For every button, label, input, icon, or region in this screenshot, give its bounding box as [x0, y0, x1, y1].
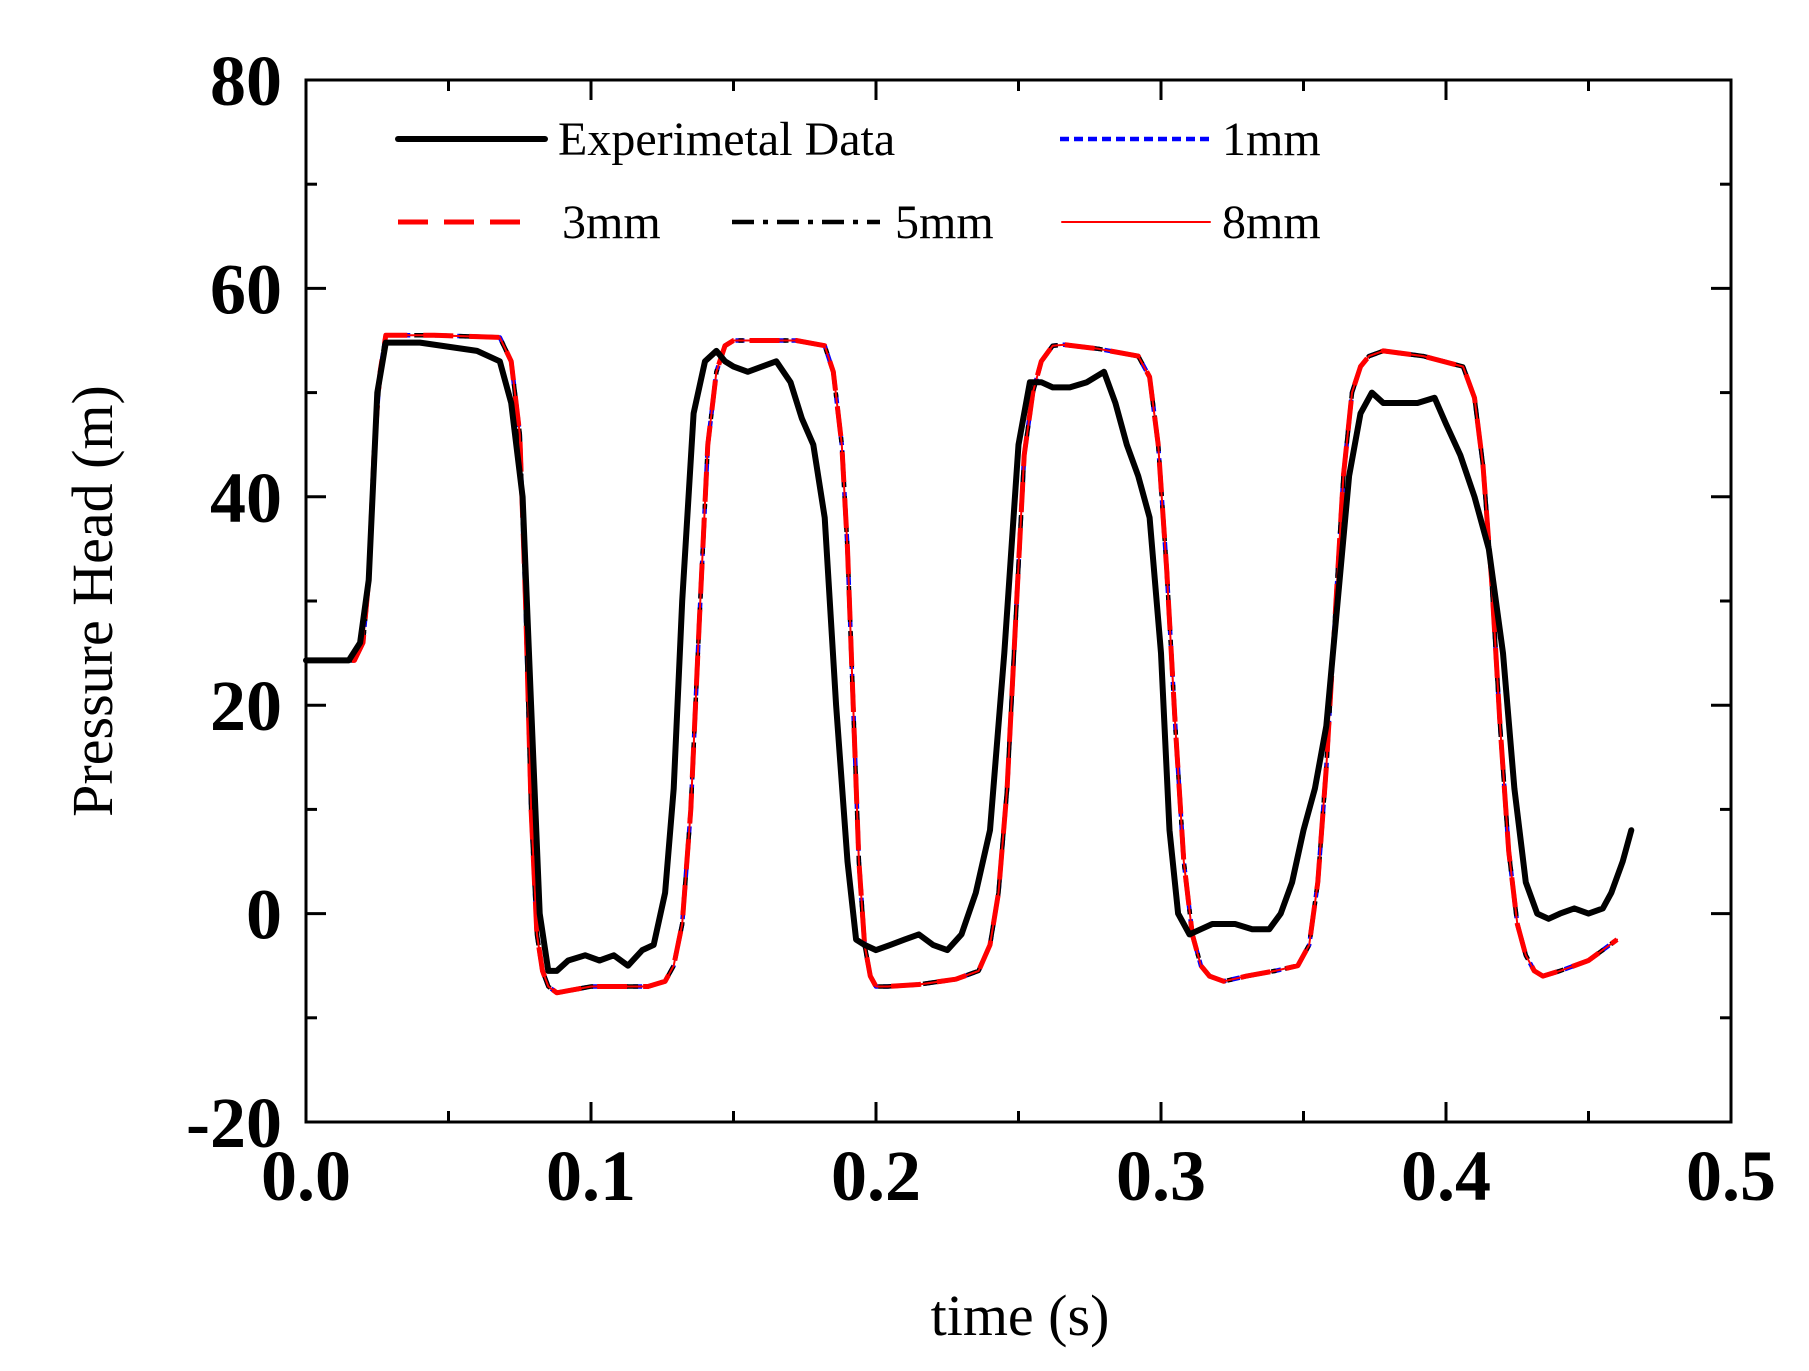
y-axis-title: Pressure Head (m) [60, 385, 125, 817]
y-tick-label: -20 [186, 1083, 282, 1163]
legend-label-1mm: 1mm [1222, 113, 1321, 166]
legend: Experimetal Data 1mm 3mm 5mm 8mm [395, 113, 1321, 249]
legend-label-3mm: 3mm [562, 196, 661, 249]
y-tick-label: 0 [246, 875, 282, 955]
x-tick-label: 0.3 [1116, 1136, 1206, 1216]
legend-label-8mm: 8mm [1222, 196, 1321, 249]
x-tick-label: 0.0 [261, 1136, 351, 1216]
series-line-8mm [305, 334, 1618, 994]
y-tick-label: 60 [210, 249, 282, 329]
series-layer [303, 332, 1635, 996]
x-axis-title: time (s) [931, 1283, 1110, 1348]
x-tick-label: 0.4 [1401, 1136, 1491, 1216]
y-tick-label: 80 [210, 41, 282, 121]
x-tick-label: 0.2 [831, 1136, 921, 1216]
x-tick-label: 0.5 [1686, 1136, 1776, 1216]
x-tick-label: 0.1 [546, 1136, 636, 1216]
legend-label-5mm: 5mm [895, 196, 994, 249]
y-tick-label: 40 [210, 458, 282, 538]
legend-label-experimetal-data: Experimetal Data [558, 113, 895, 166]
y-tick-label: 20 [210, 666, 282, 746]
ticks-layer: 0.0 0.1 0.2 0.3 0.4 0.5 -20 0 20 40 60 80 [186, 41, 1776, 1216]
series-line-experimetal-data [303, 339, 1635, 974]
